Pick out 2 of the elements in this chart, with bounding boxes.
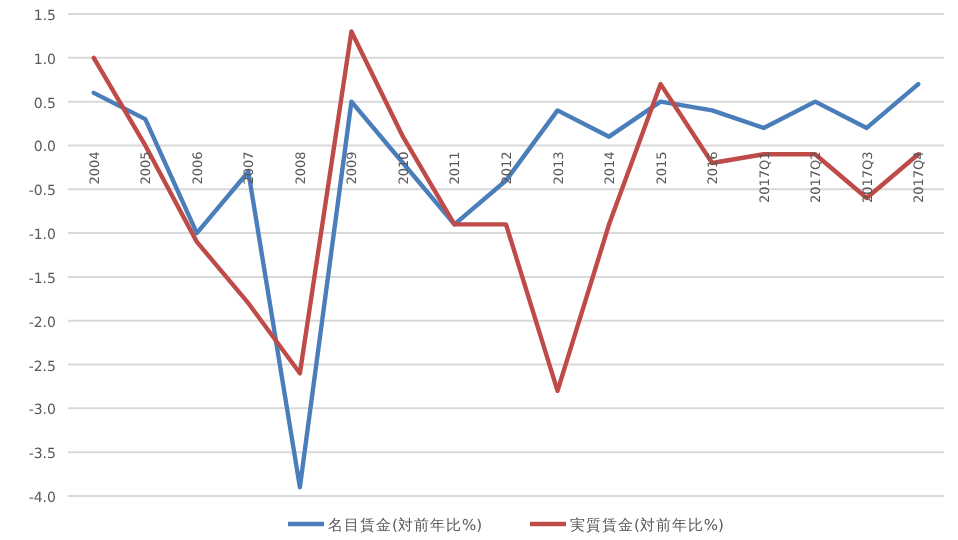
line-series [91, 81, 921, 490]
line-series [91, 29, 921, 394]
